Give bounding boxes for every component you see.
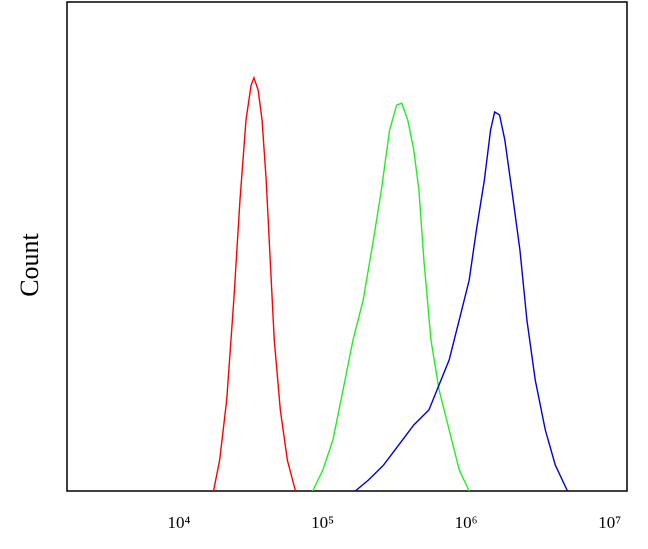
x-tick-label: 10⁷ <box>598 513 621 532</box>
histogram-line <box>212 75 297 492</box>
y-axis-label: Count <box>15 232 44 296</box>
x-tick-label: 10⁴ <box>168 513 191 532</box>
histogram-line <box>354 110 569 492</box>
x-tick-label: 10⁶ <box>455 513 478 532</box>
histogram-line <box>312 102 470 492</box>
plot-frame <box>66 1 628 492</box>
x-tick-label: 10⁵ <box>311 513 334 532</box>
